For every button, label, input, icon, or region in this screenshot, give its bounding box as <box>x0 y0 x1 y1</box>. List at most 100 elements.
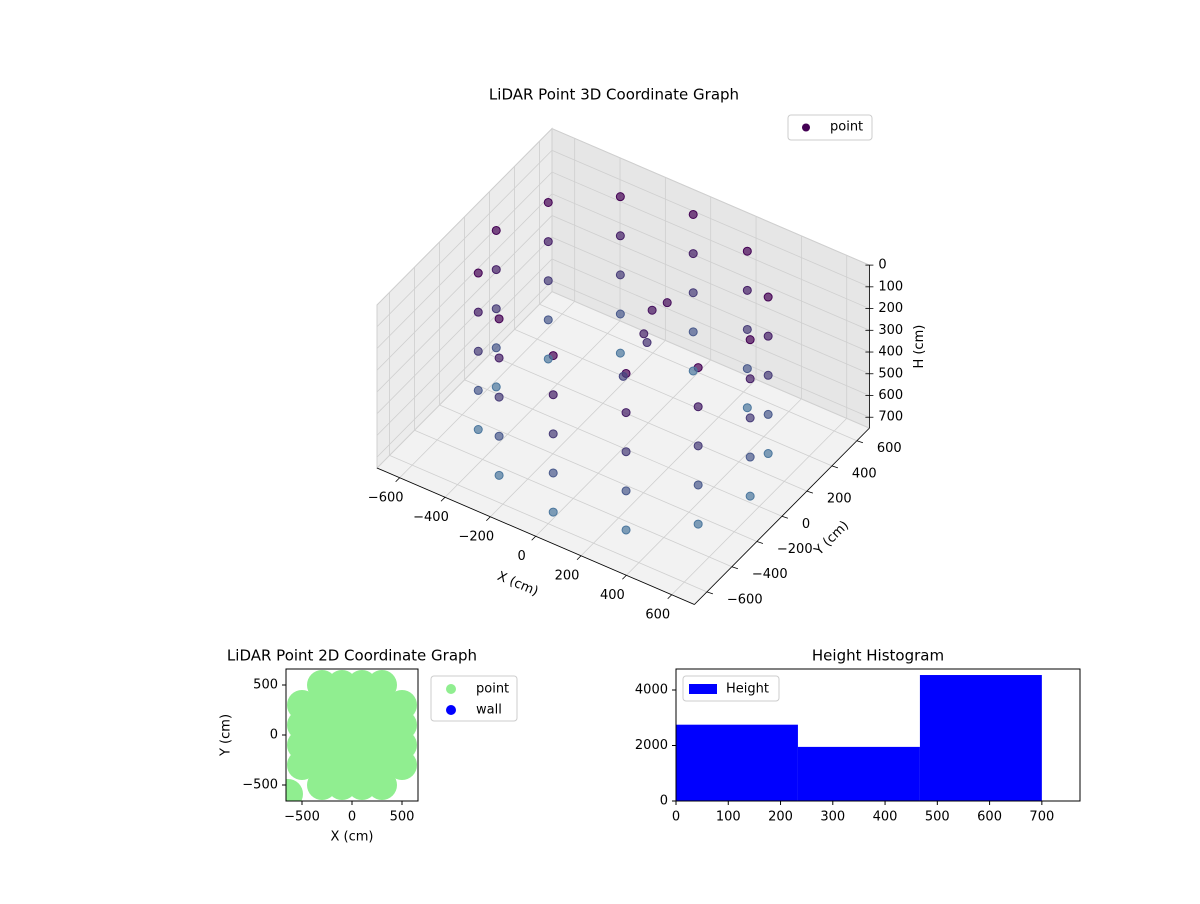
point <box>615 270 625 280</box>
x-tick-label: 0 <box>672 810 680 825</box>
point <box>662 298 672 308</box>
axes-frame <box>675 668 1081 802</box>
x-tick-label: 0 <box>518 549 526 564</box>
point <box>763 370 773 380</box>
grid-line <box>514 166 833 467</box>
z-axis-label: H (cm) <box>912 325 927 369</box>
legend-label: point <box>830 120 863 135</box>
point <box>642 338 652 348</box>
point <box>548 507 558 517</box>
x-tick-label: 0 <box>348 810 356 825</box>
point <box>473 385 483 395</box>
y-tick-label: −400 <box>752 567 788 582</box>
point <box>693 519 703 529</box>
grid-line <box>399 138 576 479</box>
grid-line <box>464 216 783 517</box>
tick-mark <box>531 535 536 541</box>
tick-mark <box>756 541 764 544</box>
grid-line <box>376 171 870 349</box>
x-tick-label: −200 <box>458 529 494 544</box>
grid-line <box>376 258 870 436</box>
point <box>621 447 631 457</box>
point <box>494 314 504 324</box>
y-tick-label: 400 <box>852 466 877 481</box>
y-tick-label: 200 <box>827 492 852 507</box>
grid-line <box>490 177 666 518</box>
tick-mark <box>706 591 714 595</box>
tick-mark <box>395 477 400 483</box>
legend-marker <box>802 123 810 132</box>
legend-box <box>682 675 780 702</box>
legend-label: Height <box>726 682 769 697</box>
legend-marker <box>446 705 456 715</box>
point <box>621 486 631 496</box>
point <box>473 425 483 435</box>
tick-mark <box>622 574 627 580</box>
point <box>688 327 698 337</box>
z-tick-label: 100 <box>878 279 903 294</box>
tick-mark <box>806 490 814 494</box>
point <box>693 402 703 412</box>
x-tick-label: 200 <box>555 568 580 583</box>
x-axis-label: X (cm) <box>331 830 374 845</box>
z-tick-label: 400 <box>878 345 903 360</box>
point <box>763 292 773 302</box>
y-tick-label: −200 <box>777 542 813 557</box>
tick-mark <box>831 465 839 469</box>
point <box>742 285 752 295</box>
point <box>693 441 703 451</box>
y-tick-label: 4000 <box>635 683 668 698</box>
point <box>491 304 501 314</box>
point <box>615 348 625 358</box>
grid-line <box>444 157 621 498</box>
point <box>763 409 773 419</box>
z-tick-label: 0 <box>878 258 886 273</box>
grid-line <box>389 292 708 593</box>
legend-box <box>430 675 518 722</box>
z-tick-label: 500 <box>878 366 903 381</box>
grid-line <box>580 216 757 557</box>
x-tick-label: 600 <box>645 607 670 622</box>
y-tick-label: 0 <box>802 517 810 532</box>
point <box>615 192 625 202</box>
grid-line <box>671 255 848 596</box>
plot-area <box>286 670 417 801</box>
x-tick-label: 500 <box>390 810 415 825</box>
point <box>693 480 703 490</box>
point <box>543 237 553 247</box>
point <box>688 249 698 259</box>
point <box>491 265 501 275</box>
point <box>647 305 657 315</box>
point <box>548 390 558 400</box>
x-tick-label: 400 <box>873 810 898 825</box>
legend-box <box>787 114 873 141</box>
grid-line <box>376 149 870 328</box>
y-axis-line <box>694 427 870 605</box>
z-tick-label: 300 <box>878 323 903 338</box>
y-tick-label: −500 <box>242 778 278 793</box>
grid-line <box>376 215 870 393</box>
tick-mark <box>576 555 582 561</box>
point <box>491 343 501 353</box>
x-tick-label: 700 <box>1029 810 1054 825</box>
legend-marker <box>446 684 456 694</box>
chart-title: Height Histogram <box>812 647 944 665</box>
point <box>494 392 504 402</box>
point <box>543 315 553 325</box>
point <box>367 670 397 700</box>
point <box>473 307 483 317</box>
point <box>618 371 628 381</box>
legend-swatch <box>689 684 717 694</box>
grid-line <box>539 141 858 442</box>
legend-label: point <box>476 682 509 697</box>
point <box>543 276 553 286</box>
y-axis-label: Y (cm) <box>811 518 852 559</box>
x-tick-label: 600 <box>977 810 1002 825</box>
x-tick-label: 300 <box>820 810 845 825</box>
grid-line <box>376 236 870 414</box>
tick-mark <box>440 496 446 502</box>
z-tick-label: 600 <box>878 388 903 403</box>
y-tick-label: 0 <box>660 794 668 809</box>
y-axis-label: Y (cm) <box>219 714 234 757</box>
